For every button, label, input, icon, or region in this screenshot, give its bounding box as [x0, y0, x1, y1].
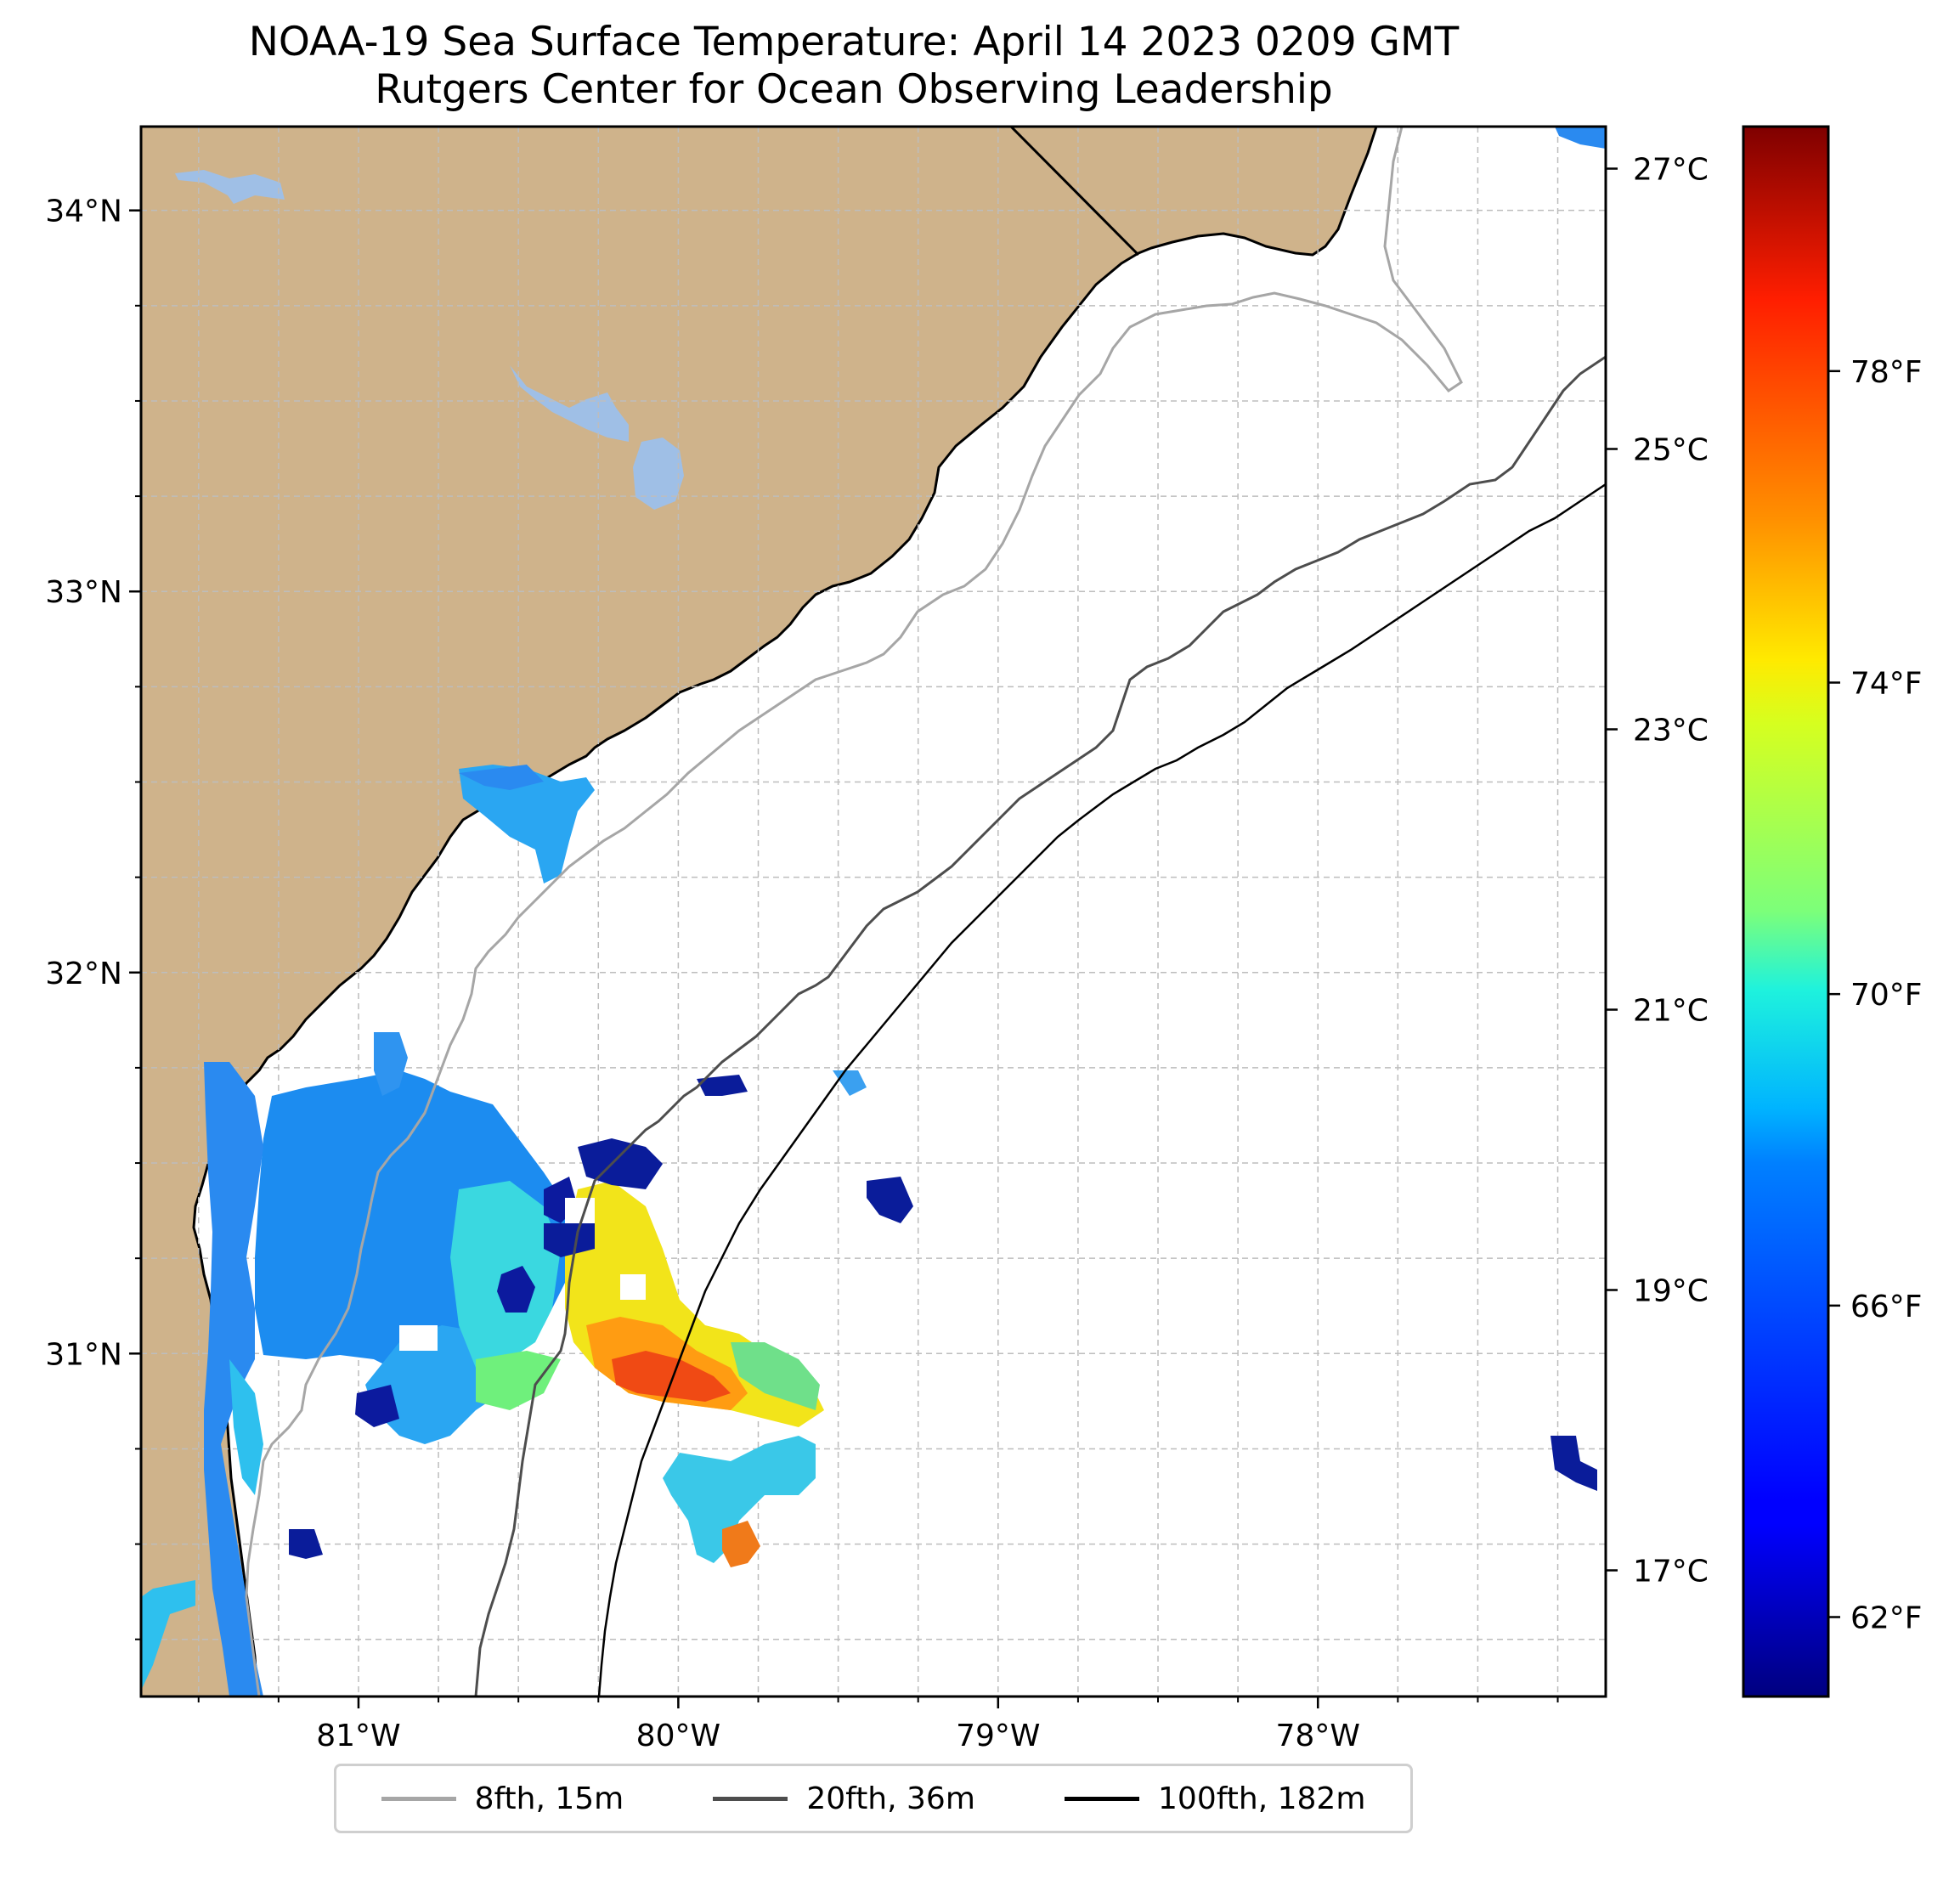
- state-border: [1009, 127, 1140, 257]
- lat-tick-label: 34°N: [45, 195, 122, 229]
- graticule: [141, 127, 1606, 1697]
- celsius-tick-label: 27°C: [1633, 153, 1709, 188]
- lon-ticks: 81°W 80°W 79°W 78°W: [197, 1697, 1559, 1753]
- lat-ticks: 34°N 33°N 32°N 31°N: [45, 195, 141, 1640]
- fahrenheit-tick-label: 66°F: [1850, 1290, 1923, 1324]
- lon-tick-label: 78°W: [1276, 1719, 1360, 1753]
- celsius-tick-label: 21°C: [1633, 994, 1709, 1029]
- legend-item-100fth: 100fth, 182m: [1065, 1781, 1365, 1816]
- legend-label: 20fth, 36m: [806, 1781, 975, 1816]
- legend-swatch: [381, 1796, 456, 1801]
- map-frame: [139, 125, 1607, 1698]
- fahrenheit-tick-label: 70°F: [1850, 978, 1923, 1013]
- lon-tick-label: 80°W: [636, 1719, 720, 1753]
- legend-label: 100fth, 182m: [1158, 1781, 1366, 1816]
- lon-tick-label: 81°W: [316, 1719, 400, 1753]
- chart-title: NOAA-19 Sea Surface Temperature: April 1…: [248, 19, 1460, 65]
- chart-subtitle: Rutgers Center for Ocean Observing Leade…: [375, 66, 1333, 113]
- fahrenheit-tick-label: 74°F: [1850, 667, 1923, 702]
- lat-tick-label: 33°N: [45, 575, 122, 610]
- isobath-legend: 8fth, 15m 20fth, 36m 100fth, 182m: [334, 1764, 1413, 1833]
- celsius-tick-label: 23°C: [1633, 714, 1709, 748]
- colorbar: [1742, 125, 1830, 1698]
- sst-data: [141, 127, 1606, 1697]
- legend-swatch: [713, 1796, 788, 1801]
- celsius-tick-label: 19°C: [1633, 1274, 1709, 1309]
- fahrenheit-tick-label: 78°F: [1850, 355, 1923, 390]
- legend-swatch: [1065, 1796, 1140, 1801]
- legend-item-8fth: 8fth, 15m: [381, 1781, 624, 1816]
- fahrenheit-ticks: 78°F 74°F 70°F 66°F 62°F: [1828, 355, 1923, 1636]
- legend-item-20fth: 20fth, 36m: [713, 1781, 975, 1816]
- celsius-tick-label: 17°C: [1633, 1555, 1709, 1589]
- isobath-8fth: [245, 127, 1463, 1697]
- isobath-20fth: [474, 355, 1606, 1697]
- celsius-tick-label: 25°C: [1633, 433, 1709, 468]
- legend-label: 8fth, 15m: [474, 1781, 624, 1816]
- fahrenheit-tick-label: 62°F: [1850, 1601, 1923, 1636]
- lat-tick-label: 32°N: [45, 957, 122, 991]
- lat-tick-label: 31°N: [45, 1337, 122, 1372]
- lon-tick-label: 79°W: [956, 1719, 1040, 1753]
- celsius-ticks: 27°C 25°C 23°C 21°C 19°C 17°C: [1606, 153, 1709, 1589]
- isobath-100fth: [597, 483, 1606, 1697]
